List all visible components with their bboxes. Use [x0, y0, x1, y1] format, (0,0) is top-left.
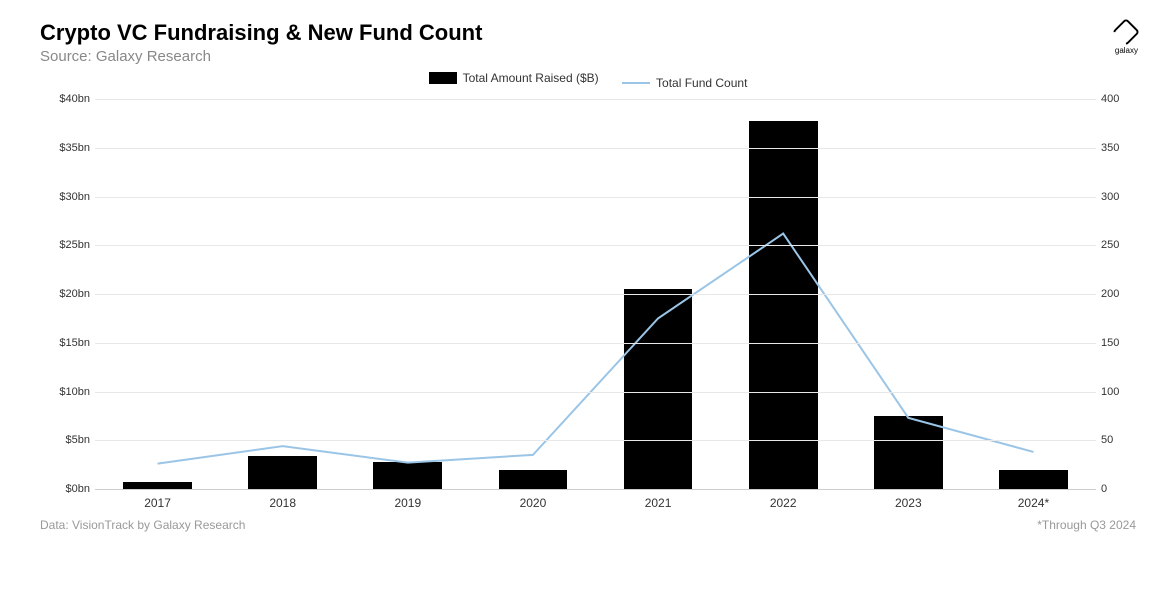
- x-tick-label: 2019: [394, 496, 421, 510]
- y-right-tick-label: 350: [1101, 142, 1136, 154]
- y-left-tick-label: $30bn: [40, 191, 90, 203]
- y-right-tick-label: 250: [1101, 239, 1136, 251]
- legend-label-bars: Total Amount Raised ($B): [463, 71, 599, 85]
- y-right-tick-label: 200: [1101, 288, 1136, 300]
- x-tick-label: 2018: [269, 496, 296, 510]
- y-left-tick-label: $35bn: [40, 142, 90, 154]
- y-left-tick-label: $40bn: [40, 93, 90, 105]
- plot-region: [95, 99, 1096, 489]
- y-right-tick-label: 100: [1101, 386, 1136, 398]
- legend-label-line: Total Fund Count: [656, 76, 747, 90]
- x-tick-label: 2020: [520, 496, 547, 510]
- chart-plot-area: $0bn 0 $5bn 50 $10bn 100 $15bn 150 $20bn 200 $25bn…: [40, 94, 1136, 514]
- footer-right: *Through Q3 2024: [1037, 518, 1136, 532]
- y-left-tick-label: $25bn: [40, 239, 90, 251]
- legend-item-bars: Total Amount Raised ($B): [429, 71, 599, 85]
- gridline: [95, 440, 1096, 441]
- gridline: [95, 294, 1096, 295]
- x-tick-label: 2021: [645, 496, 672, 510]
- legend-swatch-line: [622, 82, 650, 84]
- y-left-tick-label: $0bn: [40, 483, 90, 495]
- y-right-tick-label: 50: [1101, 434, 1136, 446]
- gridline: [95, 392, 1096, 393]
- gridline: [95, 245, 1096, 246]
- legend-item-line: Total Fund Count: [622, 76, 747, 90]
- y-right-tick-label: 0: [1101, 483, 1136, 495]
- chart-footer: Data: VisionTrack by Galaxy Research *Th…: [40, 518, 1136, 532]
- brand-logo-label: galaxy: [1115, 46, 1138, 55]
- gridline: [95, 489, 1096, 490]
- y-left-tick-label: $20bn: [40, 288, 90, 300]
- galaxy-logo-icon: [1112, 18, 1140, 46]
- y-right-tick-label: 150: [1101, 337, 1136, 349]
- chart-legend: Total Amount Raised ($B) Total Fund Coun…: [40, 71, 1136, 90]
- y-left-tick-label: $15bn: [40, 337, 90, 349]
- footer-left: Data: VisionTrack by Galaxy Research: [40, 518, 245, 532]
- x-tick-label: 2022: [770, 496, 797, 510]
- y-left-tick-label: $10bn: [40, 386, 90, 398]
- y-right-tick-label: 300: [1101, 191, 1136, 203]
- chart-header: Crypto VC Fundraising & New Fund Count S…: [40, 20, 1136, 65]
- y-right-tick-label: 400: [1101, 93, 1136, 105]
- chart-subtitle: Source: Galaxy Research: [40, 48, 1136, 65]
- chart-title: Crypto VC Fundraising & New Fund Count: [40, 20, 1136, 46]
- legend-swatch-bar: [429, 72, 457, 84]
- x-tick-label: 2023: [895, 496, 922, 510]
- x-tick-label: 2024*: [1018, 496, 1049, 510]
- brand-logo: galaxy: [1115, 22, 1138, 55]
- x-tick-label: 2017: [144, 496, 171, 510]
- trend-line: [158, 234, 1034, 464]
- y-left-tick-label: $5bn: [40, 434, 90, 446]
- gridline: [95, 343, 1096, 344]
- gridline: [95, 148, 1096, 149]
- gridline: [95, 197, 1096, 198]
- chart-container: Crypto VC Fundraising & New Fund Count S…: [0, 0, 1166, 590]
- gridline: [95, 99, 1096, 100]
